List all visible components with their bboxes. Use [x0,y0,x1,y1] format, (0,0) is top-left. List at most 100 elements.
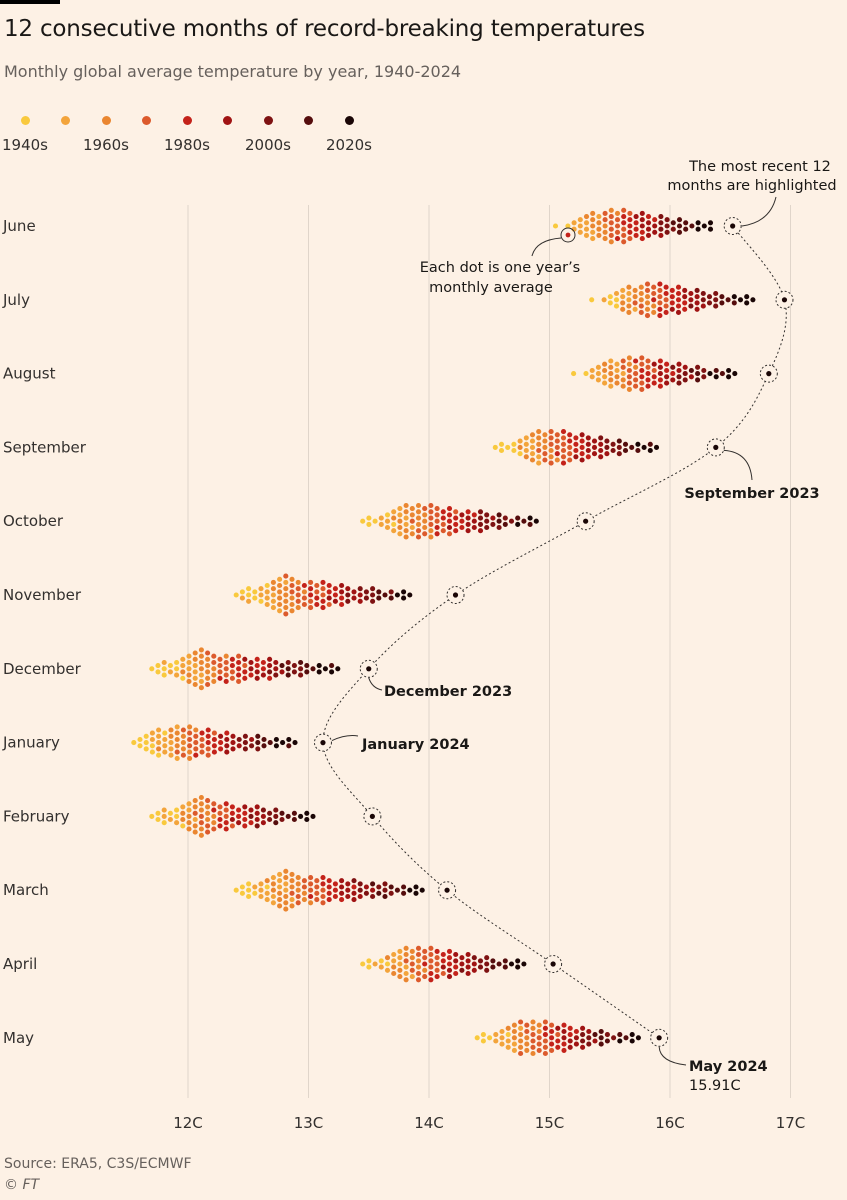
year-dot [254,804,260,810]
year-dot [658,226,664,232]
year-dot [366,964,372,970]
year-dot [409,967,415,973]
year-dot [585,441,591,447]
year-dot [149,813,155,819]
year-dot [187,743,193,749]
year-dot [573,454,579,460]
year-dot [434,955,440,961]
year-dot [308,875,314,881]
year-dot [652,223,658,229]
year-dot [289,871,295,877]
year-dot [676,229,683,235]
year-dot [663,309,669,315]
year-dot [242,746,248,752]
year-dot [561,1028,567,1035]
year-dot [669,287,675,293]
year-dot [459,512,465,518]
year-dot [675,284,682,290]
year-dot [205,816,211,823]
year-dot [339,601,345,608]
year-dot [530,1019,536,1025]
gridlines [187,205,791,1098]
year-dot [626,290,632,297]
year-dot [477,528,484,534]
month-label: November [3,586,82,604]
year-dot [291,816,297,823]
year-dot [295,586,301,592]
year-dot [277,884,283,890]
year-dot [505,444,511,450]
year-dot [180,823,186,829]
highlight-trail [322,225,787,1039]
x-tick-label: 17C [776,1114,806,1132]
year-dot [409,955,415,961]
year-dot [370,592,376,598]
year-dot [422,961,428,967]
year-dot [339,897,345,903]
year-dot [579,438,585,444]
year-dot [567,1025,573,1031]
year-dot [567,457,573,463]
year-dot [174,659,180,666]
year-dot [552,223,559,229]
year-dot [567,1044,573,1050]
year-dot [688,290,694,297]
year-dot [554,444,560,450]
year-dot [647,441,653,447]
year-dot [205,740,211,746]
year-dot [186,801,192,807]
year-dot [626,284,632,290]
year-dot [357,893,363,900]
year-dot [260,659,266,666]
year-dot [283,586,289,592]
year-dot [137,743,143,749]
year-dot [198,801,204,807]
year-dot [301,601,307,608]
year-dot [658,214,664,220]
year-dot [283,893,289,900]
year-dot [695,371,701,377]
year-dot [388,890,394,896]
year-dot [542,1050,548,1057]
year-dot [155,810,161,816]
year-dot [394,592,400,598]
year-dot [644,313,651,319]
year-dot [632,287,638,293]
year-dot [326,582,332,589]
year-dot [496,512,502,518]
year-dot [415,964,422,970]
year-dot [580,1032,586,1038]
year-dot [629,1032,635,1038]
year-dot [264,595,270,601]
year-dot [434,961,440,967]
year-dot [242,733,248,739]
year-dot [279,663,285,669]
year-dot [320,605,326,611]
year-dot [301,878,307,884]
year-dot [670,364,676,370]
year-dot [277,878,283,884]
year-dot [688,303,694,309]
year-dot [409,974,415,980]
year-dot [180,746,186,752]
year-dot [511,1022,517,1028]
year-dot [223,672,229,678]
year-dot [675,297,682,303]
year-dot [638,309,644,315]
year-dot [388,884,394,890]
annotation-connector [658,1046,687,1066]
year-dot [428,509,434,515]
month-labels: June July August September October November De… [2,217,87,1047]
year-dot [487,1035,493,1041]
year-dot [502,515,508,521]
year-dot [397,531,403,537]
year-dot [289,897,295,903]
year-dot [639,223,645,229]
year-dot [403,958,409,964]
year-dot [644,287,651,293]
year-dot [397,974,403,980]
highlight-dot [320,740,326,746]
year-dot [548,447,554,454]
year-dot [211,666,217,672]
year-dot [246,887,252,893]
